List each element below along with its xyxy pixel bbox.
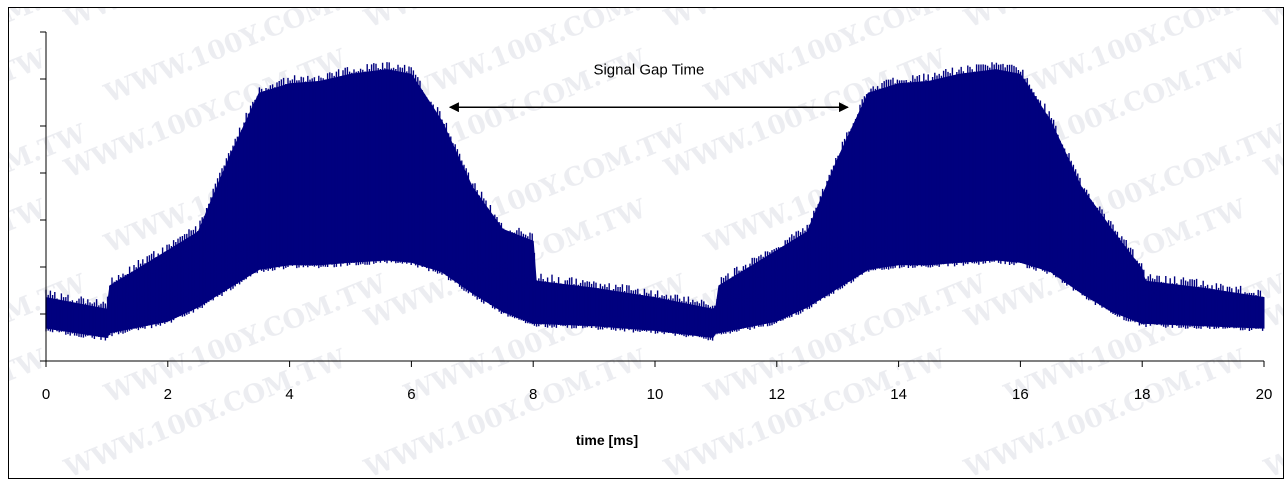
annotation-label-0: Signal Gap Time: [593, 61, 704, 78]
x-tick-label-1: 2: [164, 386, 172, 403]
watermark-text-23: WWW.100Y.COM.TW: [1259, 44, 1284, 185]
chart-frame: WWW.100Y.COM.TW WWW.100Y.COM.TW WWW.100Y.C…: [8, 7, 1284, 479]
x-tick-label-0: 0: [42, 386, 50, 403]
watermark-text-11: WWW.100Y.COM.TW: [1259, 8, 1284, 35]
watermark-text-47: WWW.100Y.COM.TW: [1259, 344, 1284, 479]
axes-layer: 0 2 4 6 8 10 12 14 16 18 20: [40, 31, 1273, 403]
x-tick-label-9: 18: [1134, 386, 1151, 403]
x-tick-label-5: 10: [647, 386, 664, 403]
annotation-layer: Signal Gap Time: [448, 61, 849, 113]
x-tick-label-4: 8: [529, 386, 537, 403]
watermark-text-24: WWW.100Y.COM.TW: [9, 119, 91, 260]
x-tick-label-7: 14: [890, 386, 907, 403]
x-tick-label-10: 20: [1256, 386, 1273, 403]
x-tick-label-2: 4: [285, 386, 293, 403]
x-tick-label-8: 16: [1012, 386, 1029, 403]
x-tick-label-6: 12: [768, 386, 785, 403]
watermark-text-42: WWW.100Y.COM.TW: [9, 344, 51, 479]
chart-svg: WWW.100Y.COM.TW WWW.100Y.COM.TW WWW.100Y.C…: [9, 8, 1284, 479]
x-axis-title: time [ms]: [576, 432, 638, 448]
x-tick-label-3: 6: [407, 386, 415, 403]
